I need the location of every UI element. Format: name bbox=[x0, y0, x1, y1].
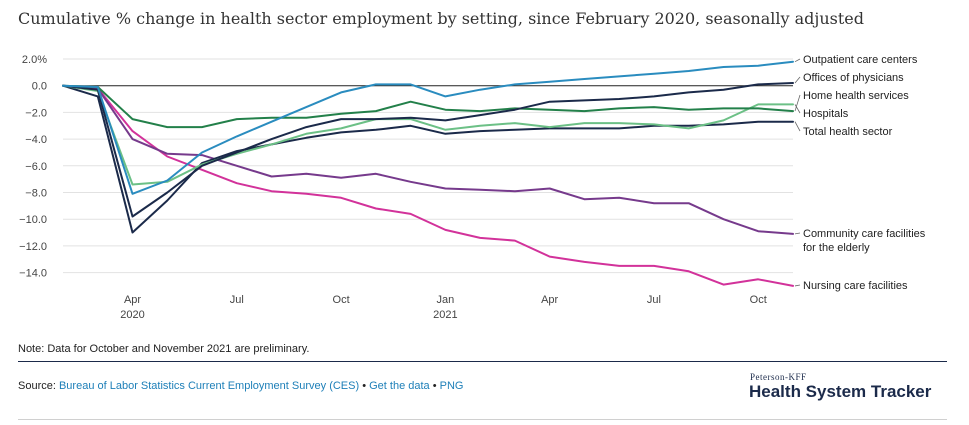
y-tick-label: 2.0% bbox=[22, 54, 47, 66]
series-label-total-health-sector: Total health sector bbox=[803, 126, 893, 138]
series-line-nursing-care-facilities[interactable] bbox=[62, 84, 794, 287]
png-link[interactable]: PNG bbox=[439, 380, 464, 392]
chart-title: Cumulative % change in health sector emp… bbox=[18, 9, 864, 28]
series-label-outpatient-care-centers: Outpatient care centers bbox=[803, 54, 918, 66]
label-leader bbox=[794, 232, 801, 235]
series-line-community-care-facilities-for-the-elderly[interactable] bbox=[62, 84, 794, 235]
series-line-hospitals[interactable] bbox=[62, 84, 794, 186]
brand-logo[interactable]: Health System Tracker bbox=[749, 382, 932, 401]
y-tick-label: −14.0 bbox=[19, 268, 47, 280]
x-tick-label: Jan bbox=[437, 294, 455, 306]
series-label-community-care-facilities-for-the-elderly: for the elderly bbox=[803, 242, 870, 254]
source-prefix: Source: bbox=[18, 380, 59, 392]
series-lines bbox=[62, 60, 794, 287]
y-tick-label: −12.0 bbox=[19, 241, 47, 253]
series-label-community-care-facilities-for-the-elderly: Community care facilities bbox=[803, 228, 926, 240]
x-tick-label: Jul bbox=[647, 294, 661, 306]
series-label-nursing-care-facilities: Nursing care facilities bbox=[803, 280, 908, 292]
source-line: Source: Bureau of Labor Statistics Curre… bbox=[18, 380, 463, 392]
y-axis-ticks: 2.0% 0.0 −2.0 −4.0 −6.0 −8.0 −10.0 −12.0 −14.0 bbox=[19, 54, 47, 280]
x-tick-label: Oct bbox=[750, 294, 767, 306]
label-leader bbox=[794, 121, 801, 132]
label-leader bbox=[794, 104, 801, 114]
ces-source-link[interactable]: Bureau of Labor Statistics Current Emplo… bbox=[58, 380, 360, 392]
source-separator: • bbox=[429, 380, 440, 392]
line-chart: 2.0% 0.0 −2.0 −4.0 −6.0 −8.0 −10.0 −12.0 −14.0 A… bbox=[19, 54, 926, 321]
y-tick-label: −6.0 bbox=[25, 161, 47, 173]
y-tick-label: −2.0 bbox=[25, 107, 47, 119]
source-separator: • bbox=[359, 380, 370, 392]
label-leader bbox=[794, 284, 801, 287]
y-tick-label: 0.0 bbox=[32, 81, 47, 93]
series-label-home-health-services: Home health services bbox=[803, 90, 909, 102]
divider-top bbox=[18, 361, 947, 362]
label-leader bbox=[794, 58, 801, 63]
x-tick-label: Apr bbox=[541, 294, 558, 306]
x-tick-label: Jul bbox=[230, 294, 244, 306]
brand-subtitle: Peterson-KFF bbox=[750, 372, 807, 382]
label-leader bbox=[794, 94, 801, 112]
series-line-outpatient-care-centers[interactable] bbox=[62, 60, 794, 195]
series-label-hospitals: Hospitals bbox=[803, 108, 849, 120]
x-axis-ticks: Apr 2020 Jul Oct Jan 2021 Apr Jul Oct bbox=[120, 294, 767, 321]
x-tick-label: Oct bbox=[333, 294, 350, 306]
series-labels: Outpatient care centers Offices of physic… bbox=[794, 54, 926, 292]
x-tick-label: Apr bbox=[124, 294, 141, 306]
series-line-home-health-services[interactable] bbox=[62, 84, 794, 129]
get-data-link[interactable]: Get the data bbox=[369, 380, 430, 392]
y-tick-label: −8.0 bbox=[25, 188, 47, 200]
x-tick-year: 2020 bbox=[120, 309, 144, 321]
y-tick-label: −4.0 bbox=[25, 134, 47, 146]
x-tick-year: 2021 bbox=[433, 309, 457, 321]
divider-bottom bbox=[18, 419, 947, 420]
series-line-offices-of-physicians[interactable] bbox=[62, 82, 794, 218]
y-tick-label: −10.0 bbox=[19, 214, 47, 226]
label-leader bbox=[794, 76, 801, 84]
chart-note: Note: Data for October and November 2021… bbox=[18, 343, 310, 355]
series-label-offices-of-physicians: Offices of physicians bbox=[803, 72, 904, 84]
